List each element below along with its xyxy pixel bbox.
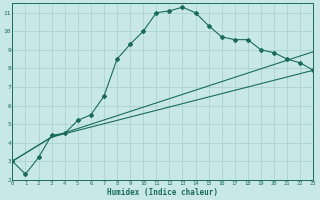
X-axis label: Humidex (Indice chaleur): Humidex (Indice chaleur): [107, 188, 218, 197]
